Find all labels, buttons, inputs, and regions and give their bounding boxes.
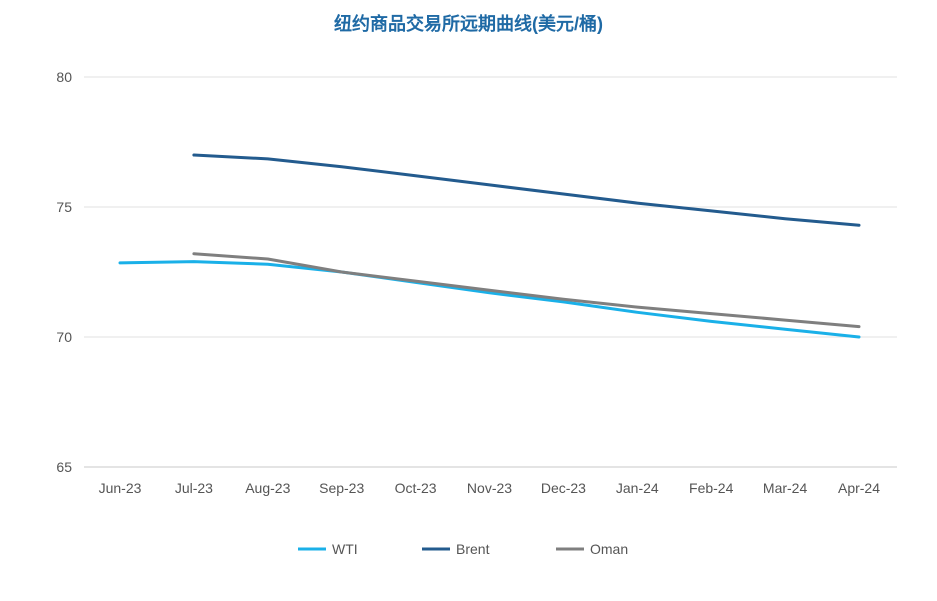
x-tick-label: Mar-24 [763, 480, 808, 496]
x-tick-label: Jul-23 [175, 480, 213, 496]
x-tick-label: Aug-23 [245, 480, 290, 496]
gridlines [84, 76, 897, 468]
series-line-oman [192, 252, 861, 329]
y-tick-label: 80 [56, 69, 72, 85]
legend-label-oman: Oman [590, 541, 628, 557]
legend: WTI Brent Oman [298, 541, 628, 557]
series-line-brent [192, 153, 861, 227]
x-tick-label: Feb-24 [689, 480, 734, 496]
chart-title: 纽约商品交易所远期曲线(美元/桶) [334, 14, 603, 34]
legend-label-wti: WTI [332, 541, 358, 557]
legend-label-brent: Brent [456, 541, 490, 557]
x-tick-label: Oct-23 [395, 480, 437, 496]
x-tick-label: Sep-23 [319, 480, 364, 496]
y-tick-label: 70 [56, 329, 72, 345]
y-axis-ticks: 65 70 75 80 [56, 69, 72, 475]
x-tick-label: Nov-23 [467, 480, 512, 496]
y-tick-label: 75 [56, 199, 72, 215]
series-line-wti [118, 260, 861, 339]
x-axis-ticks: Jun-23 Jul-23 Aug-23 Sep-23 Oct-23 Nov-23 Dec-… [99, 480, 881, 496]
x-tick-label: Dec-23 [541, 480, 586, 496]
x-tick-label: Jan-24 [616, 480, 659, 496]
x-tick-label: Apr-24 [838, 480, 880, 496]
y-tick-label: 65 [56, 459, 72, 475]
series-lines [118, 153, 861, 339]
x-tick-label: Jun-23 [99, 480, 142, 496]
